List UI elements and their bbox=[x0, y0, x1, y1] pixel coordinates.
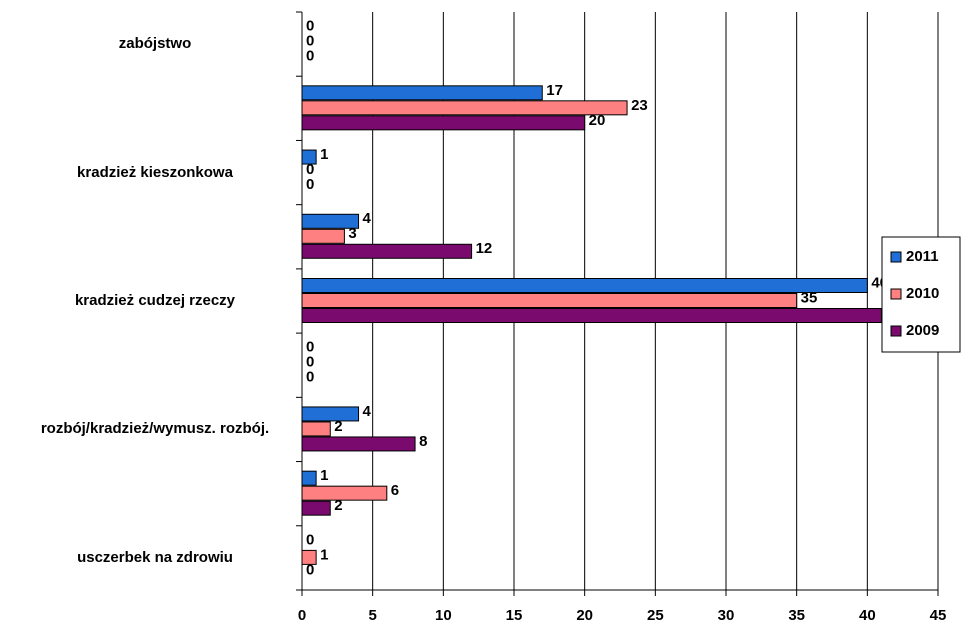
x-tick-label: 5 bbox=[368, 607, 376, 624]
data-label: 1 bbox=[320, 146, 328, 163]
data-label: 17 bbox=[546, 82, 563, 99]
data-label: 0 bbox=[306, 531, 314, 548]
x-tick-label: 35 bbox=[788, 607, 805, 624]
bar bbox=[301, 243, 473, 259]
bar bbox=[301, 500, 331, 516]
bar bbox=[301, 470, 317, 486]
data-label: 1 bbox=[320, 546, 328, 563]
data-label: 4 bbox=[363, 403, 372, 420]
legend-label: 2010 bbox=[906, 285, 939, 302]
x-tick-label: 20 bbox=[576, 607, 593, 624]
data-label: 2 bbox=[334, 418, 342, 435]
bar bbox=[301, 228, 345, 244]
data-label: 35 bbox=[801, 289, 818, 306]
data-label: 12 bbox=[476, 240, 493, 257]
bar bbox=[301, 308, 882, 323]
x-tick-label: 0 bbox=[298, 607, 306, 624]
bar bbox=[301, 421, 331, 437]
legend-swatch bbox=[890, 288, 902, 300]
x-tick-label: 45 bbox=[930, 607, 947, 624]
data-label: 8 bbox=[419, 433, 427, 450]
data-label: 0 bbox=[306, 176, 314, 193]
bar bbox=[301, 149, 317, 165]
x-tick-label: 10 bbox=[435, 607, 452, 624]
legend-swatch bbox=[890, 251, 902, 263]
data-label: 0 bbox=[306, 561, 314, 578]
x-tick-label: 15 bbox=[506, 607, 523, 624]
data-label: 0 bbox=[306, 18, 314, 35]
x-tick-label: 30 bbox=[718, 607, 735, 624]
data-label: 0 bbox=[306, 48, 314, 65]
bar bbox=[301, 549, 317, 565]
bar bbox=[301, 436, 416, 452]
bar bbox=[301, 485, 388, 501]
data-label: 0 bbox=[306, 161, 314, 178]
data-label: 0 bbox=[306, 33, 314, 50]
data-label: 20 bbox=[589, 112, 606, 129]
bar bbox=[301, 115, 586, 131]
data-label: 2 bbox=[334, 497, 342, 514]
data-label: 6 bbox=[391, 482, 399, 499]
data-label: 3 bbox=[348, 225, 356, 242]
data-label: 0 bbox=[306, 339, 314, 356]
bar bbox=[301, 85, 543, 101]
x-tick-label: 40 bbox=[859, 607, 876, 624]
data-label: 1 bbox=[320, 467, 328, 484]
data-label: 0 bbox=[306, 369, 314, 386]
bar bbox=[301, 406, 360, 422]
data-label: 23 bbox=[631, 97, 648, 114]
legend-label: 2011 bbox=[906, 248, 939, 265]
legend-swatch bbox=[890, 325, 902, 337]
y-tick-label: zabójstwo bbox=[118, 35, 192, 53]
legend-label: 2009 bbox=[906, 322, 939, 339]
y-tick-label: kradzież kieszonkowa bbox=[77, 163, 233, 181]
y-tick-label: usczerbek na zdrowiu bbox=[77, 548, 233, 566]
bar bbox=[301, 100, 628, 116]
y-tick-label: rozbój/kradzież/wymusz. rozbój. bbox=[40, 420, 270, 438]
data-label: 0 bbox=[306, 354, 314, 371]
bar bbox=[301, 293, 798, 308]
x-tick-label: 25 bbox=[647, 607, 664, 624]
y-tick-label: kradzież cudzej rzeczy bbox=[74, 292, 236, 309]
data-label: 4 bbox=[363, 210, 372, 227]
bar bbox=[301, 278, 868, 293]
bar bbox=[301, 213, 360, 229]
